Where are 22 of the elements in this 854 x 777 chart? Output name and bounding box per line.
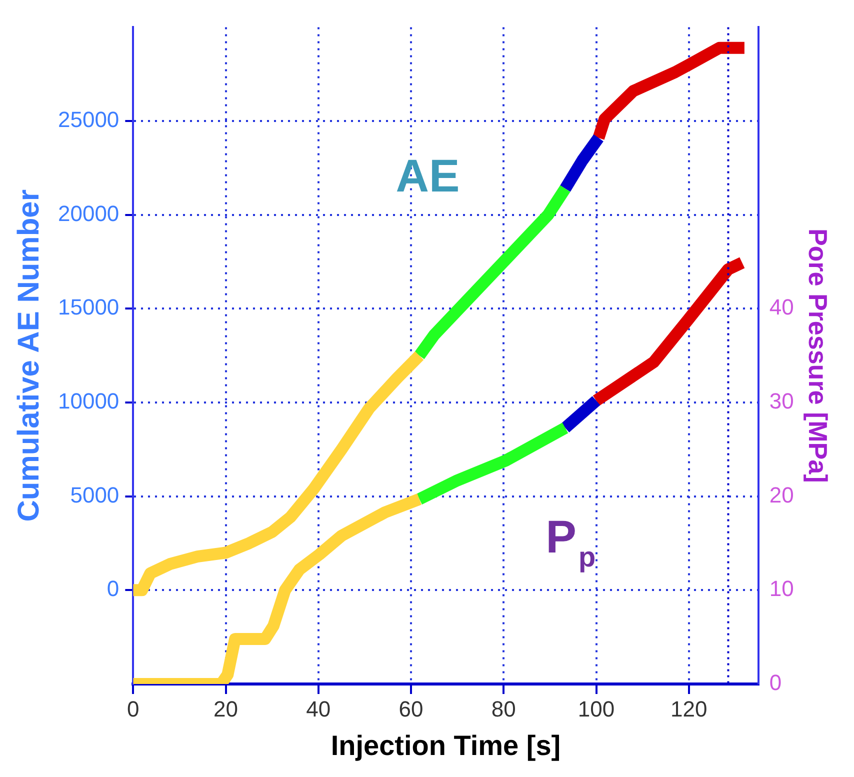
y-tick-label: 0: [106, 576, 120, 602]
x-tick-label: 100: [578, 696, 615, 722]
y2-axis-title: Pore Pressure [MPa]: [803, 228, 834, 483]
x-tick-label: 40: [306, 696, 331, 722]
y-tick-label: 15000: [58, 294, 120, 320]
y2-tick-label: 40: [769, 294, 794, 320]
x-tick-label: 80: [491, 696, 516, 722]
x-axis-title: Injection Time [s]: [330, 730, 561, 761]
x-tick-label: 60: [398, 696, 424, 722]
y2-tick-label: 0: [769, 670, 782, 696]
x-tick-label: 20: [214, 696, 238, 722]
y-axis-title: Cumulative AE Number: [12, 189, 46, 522]
y2-tick-label: 10: [769, 576, 794, 602]
y2-tick-label: 20: [769, 482, 794, 508]
x-tick-label: 0: [127, 696, 140, 722]
annotation: AE: [396, 149, 460, 202]
y-tick-label: 5000: [70, 482, 120, 508]
y-tick-label: 25000: [58, 107, 120, 132]
y-tick-label: 20000: [58, 200, 120, 226]
y2-tick-label: 30: [769, 388, 794, 414]
x-tick-label: 120: [670, 696, 708, 722]
y-tick-label: 10000: [58, 388, 120, 414]
